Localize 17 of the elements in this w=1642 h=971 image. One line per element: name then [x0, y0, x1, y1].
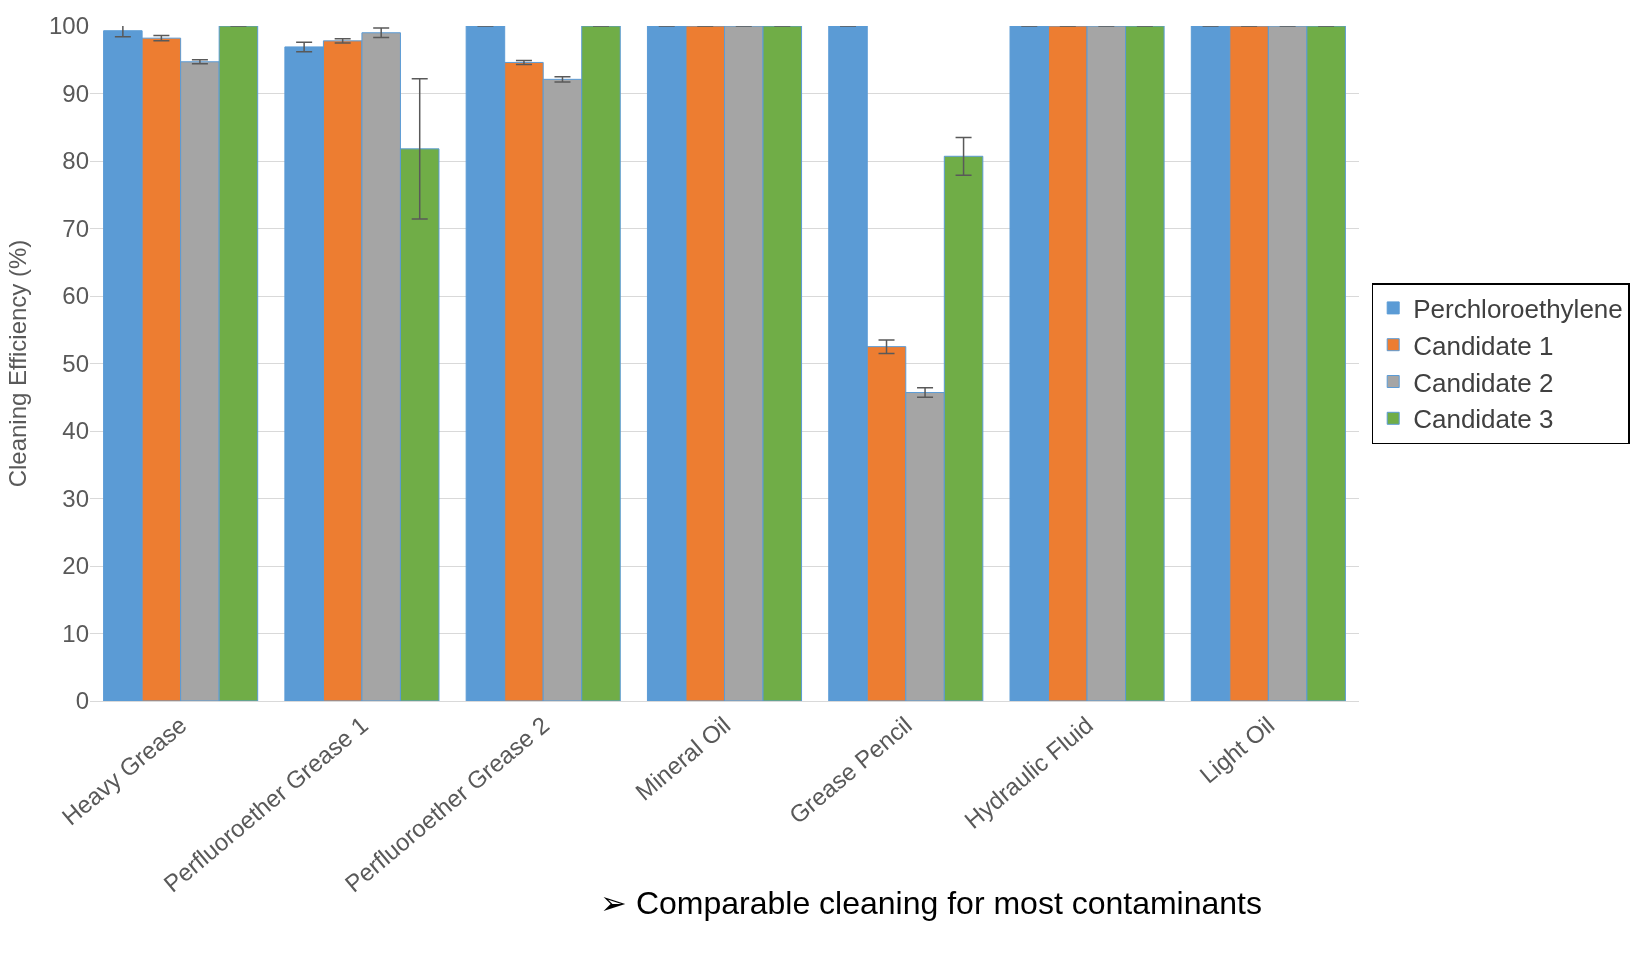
legend-label: Candidate 1	[1413, 330, 1554, 361]
legend-label: Perchloroethylene	[1413, 294, 1623, 325]
y-tick-label: 90	[62, 79, 89, 107]
y-tick-label: 30	[62, 484, 89, 512]
text: ➢ Comparable cleaning for most contaminants	[600, 885, 1262, 921]
y-tick-label: 0	[75, 687, 89, 715]
y-tick-label: 60	[62, 282, 89, 310]
y-tick-label: 10	[62, 619, 89, 647]
y-tick-label: 50	[62, 349, 89, 377]
y-tick-label: 40	[62, 417, 89, 445]
legend-label: Candidate 2	[1413, 367, 1554, 398]
y-tick-label: 80	[62, 147, 89, 175]
y-axis-title: Cleaning Efficiency (%)	[4, 239, 32, 488]
y-tick-label: 70	[62, 214, 89, 242]
y-tick-label: 100	[48, 12, 89, 40]
y-tick-label: 20	[62, 552, 89, 580]
legend-label: Candidate 3	[1413, 404, 1554, 435]
